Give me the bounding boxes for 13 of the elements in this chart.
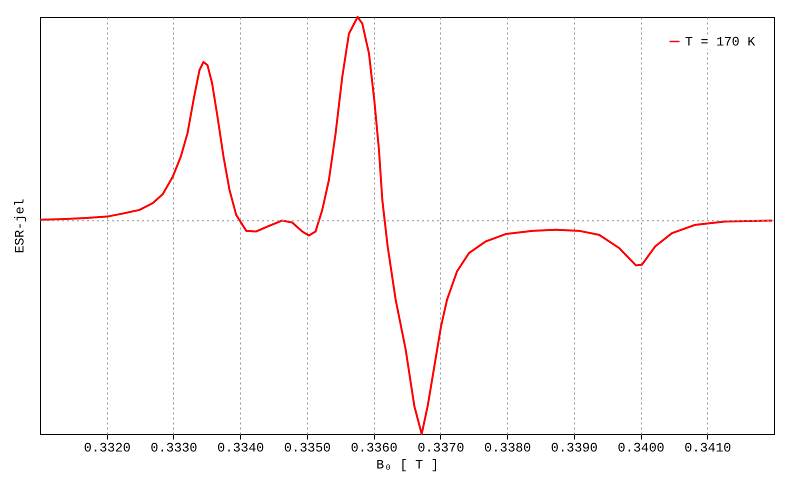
x-tick-label: 0.3400 xyxy=(618,440,664,456)
x-tick-label: 0.3360 xyxy=(350,440,398,456)
x-tick-label: 0.3390 xyxy=(550,440,598,456)
x-tick-label: 0.3380 xyxy=(484,440,531,456)
x-tick-label: 0.3340 xyxy=(217,440,264,456)
legend-label: T = 170 K xyxy=(685,34,756,50)
y-axis-title: ESR-jel xyxy=(12,198,28,254)
x-axis-title: B₀ [ T ] xyxy=(376,458,439,472)
x-tick-label: 0.3370 xyxy=(417,440,464,456)
x-tick-label: 0.3410 xyxy=(684,440,732,456)
x-tick-label: 0.3330 xyxy=(150,440,198,456)
x-tick-label: 0.3320 xyxy=(84,440,131,456)
x-tick-label: 0.3350 xyxy=(284,440,331,456)
